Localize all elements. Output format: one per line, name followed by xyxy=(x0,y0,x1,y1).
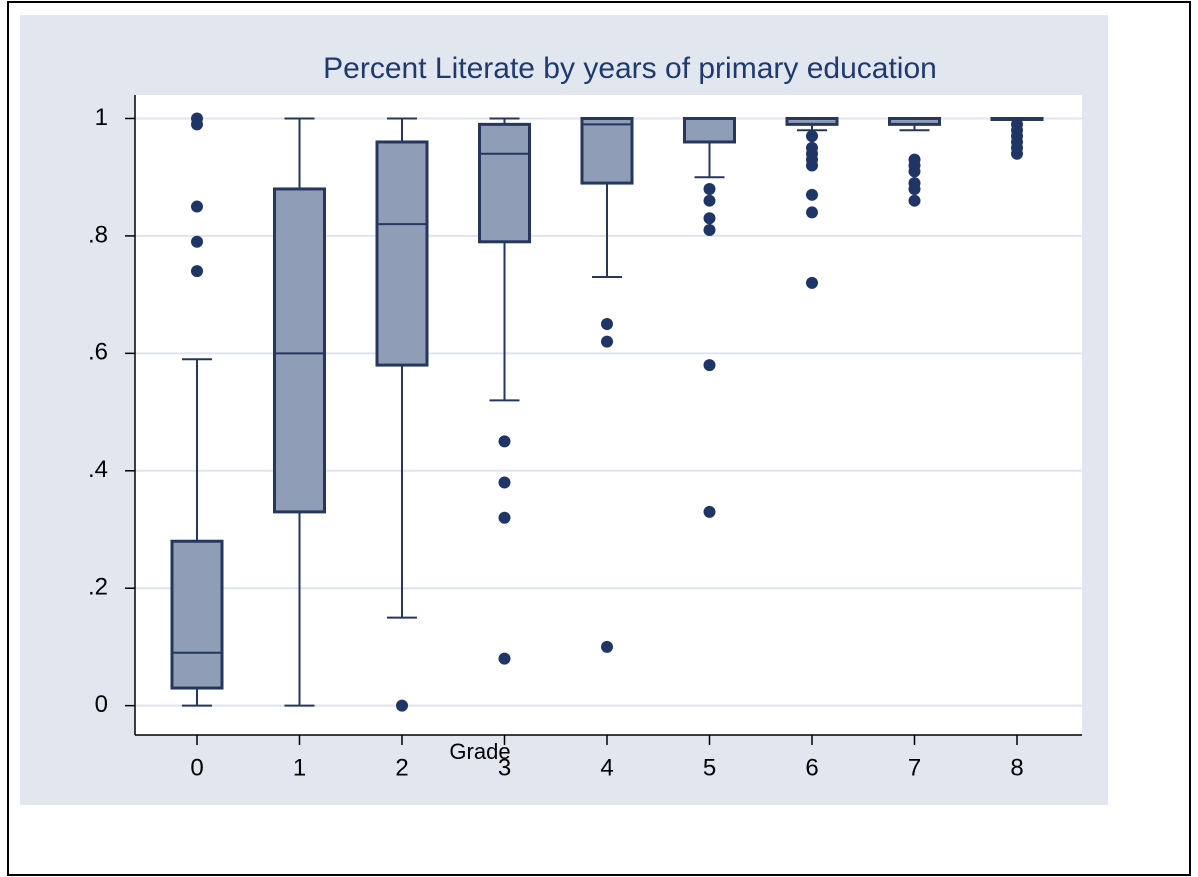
outlier xyxy=(806,130,818,143)
y-tick-label: 0 xyxy=(95,691,108,718)
outlier xyxy=(191,235,203,248)
outlier xyxy=(498,652,511,665)
outlier xyxy=(498,476,511,489)
y-tick-label: .4 xyxy=(88,456,108,483)
x-tick-label: 1 xyxy=(293,754,306,781)
outlier xyxy=(806,276,818,289)
x-tick-label: 4 xyxy=(600,754,613,781)
x-tick-label: 0 xyxy=(190,754,203,781)
box xyxy=(683,116,736,144)
outlier xyxy=(806,206,818,219)
x-tick-label: 6 xyxy=(805,754,818,781)
outlier xyxy=(601,335,613,348)
box xyxy=(170,539,224,690)
box xyxy=(478,122,531,244)
box xyxy=(375,140,429,367)
outlier xyxy=(806,188,818,201)
x-tick-label: 3 xyxy=(498,754,511,781)
x-tick-label: 2 xyxy=(395,754,408,781)
outlier xyxy=(703,194,716,207)
outlier xyxy=(908,182,921,195)
x-tick-label: 7 xyxy=(908,754,921,781)
outlier xyxy=(498,435,511,448)
outlier xyxy=(703,505,716,518)
outlier xyxy=(703,224,716,237)
outlier xyxy=(191,112,203,125)
outlier xyxy=(908,165,921,178)
outlier xyxy=(601,317,613,330)
outlier xyxy=(703,359,716,372)
y-tick-label: .6 xyxy=(88,339,108,366)
y-tick-label: .2 xyxy=(88,574,108,601)
x-tick-label: 8 xyxy=(1010,754,1023,781)
outlier xyxy=(806,159,818,172)
x-axis-label: Grade xyxy=(449,739,510,764)
outlier xyxy=(191,265,203,278)
outlier xyxy=(908,194,921,207)
outlier xyxy=(703,212,716,225)
y-tick-label: 1 xyxy=(95,104,108,131)
outlier xyxy=(191,200,203,213)
chart-title: Percent Literate by years of primary edu… xyxy=(323,52,937,85)
outlier xyxy=(396,699,408,712)
outlier xyxy=(601,640,613,653)
x-tick-label: 5 xyxy=(703,754,716,781)
box xyxy=(580,116,634,185)
outlier xyxy=(498,511,511,524)
outlier xyxy=(1011,147,1023,160)
box xyxy=(273,187,326,514)
outlier xyxy=(703,182,716,195)
y-tick-label: .8 xyxy=(88,221,108,248)
